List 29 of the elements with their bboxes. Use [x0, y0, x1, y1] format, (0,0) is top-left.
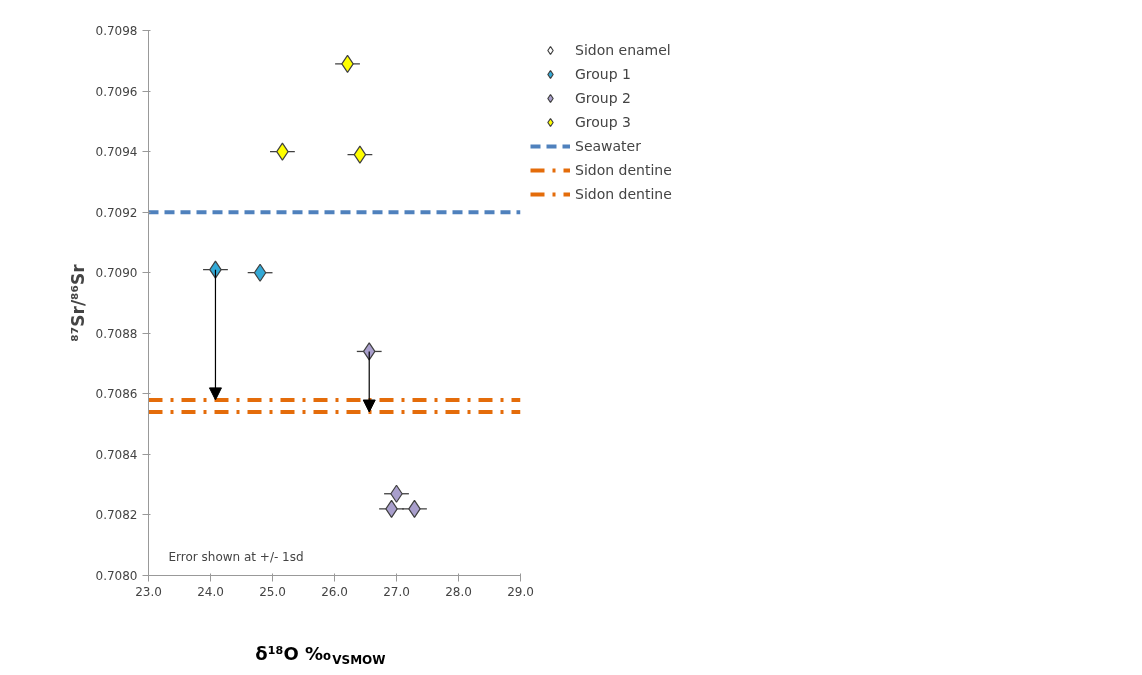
- y-axis-title: ⁸⁷Sr/⁸⁶Sr: [67, 263, 88, 342]
- x-tick-label: 27.0: [383, 584, 410, 599]
- y-tick-label: 0.7094: [95, 145, 138, 160]
- point: [362, 342, 376, 361]
- legend-label: Sidon dentine: [575, 162, 672, 178]
- y-tick-label: 0.7090: [95, 266, 138, 281]
- x-tick-label: 29.0: [507, 584, 534, 599]
- y-tick-label: 0.7098: [95, 24, 138, 38]
- y-tick-label: 0.7084: [95, 447, 138, 462]
- point: [253, 263, 267, 282]
- x-tick-label: 26.0: [321, 584, 348, 599]
- x-tick-label: 24.0: [197, 584, 224, 599]
- legend-label: Group 1: [575, 66, 631, 82]
- legend-label: Group 3: [575, 114, 631, 130]
- legend-label: Sidon dentine: [575, 186, 672, 202]
- y-tick-label: 0.7082: [95, 508, 138, 523]
- legend-label: Sidon enamel: [575, 42, 671, 58]
- y-tick-label: 0.7080: [95, 569, 138, 583]
- point: [353, 145, 367, 164]
- x-tick-label: 25.0: [259, 584, 286, 599]
- y-tick-label: 0.7086: [95, 387, 138, 402]
- x-tick-label: 23.0: [135, 584, 162, 599]
- x-tick-label: 28.0: [445, 584, 472, 599]
- legend-label: Group 2: [575, 90, 631, 106]
- y-tick-label: 0.7096: [95, 84, 138, 99]
- y-tick-label: 0.7088: [95, 326, 138, 341]
- legend-label: Seawater: [575, 138, 641, 154]
- annotation: Error shown at +/- 1sd: [168, 549, 304, 564]
- y-tick-label: 0.7092: [95, 205, 138, 220]
